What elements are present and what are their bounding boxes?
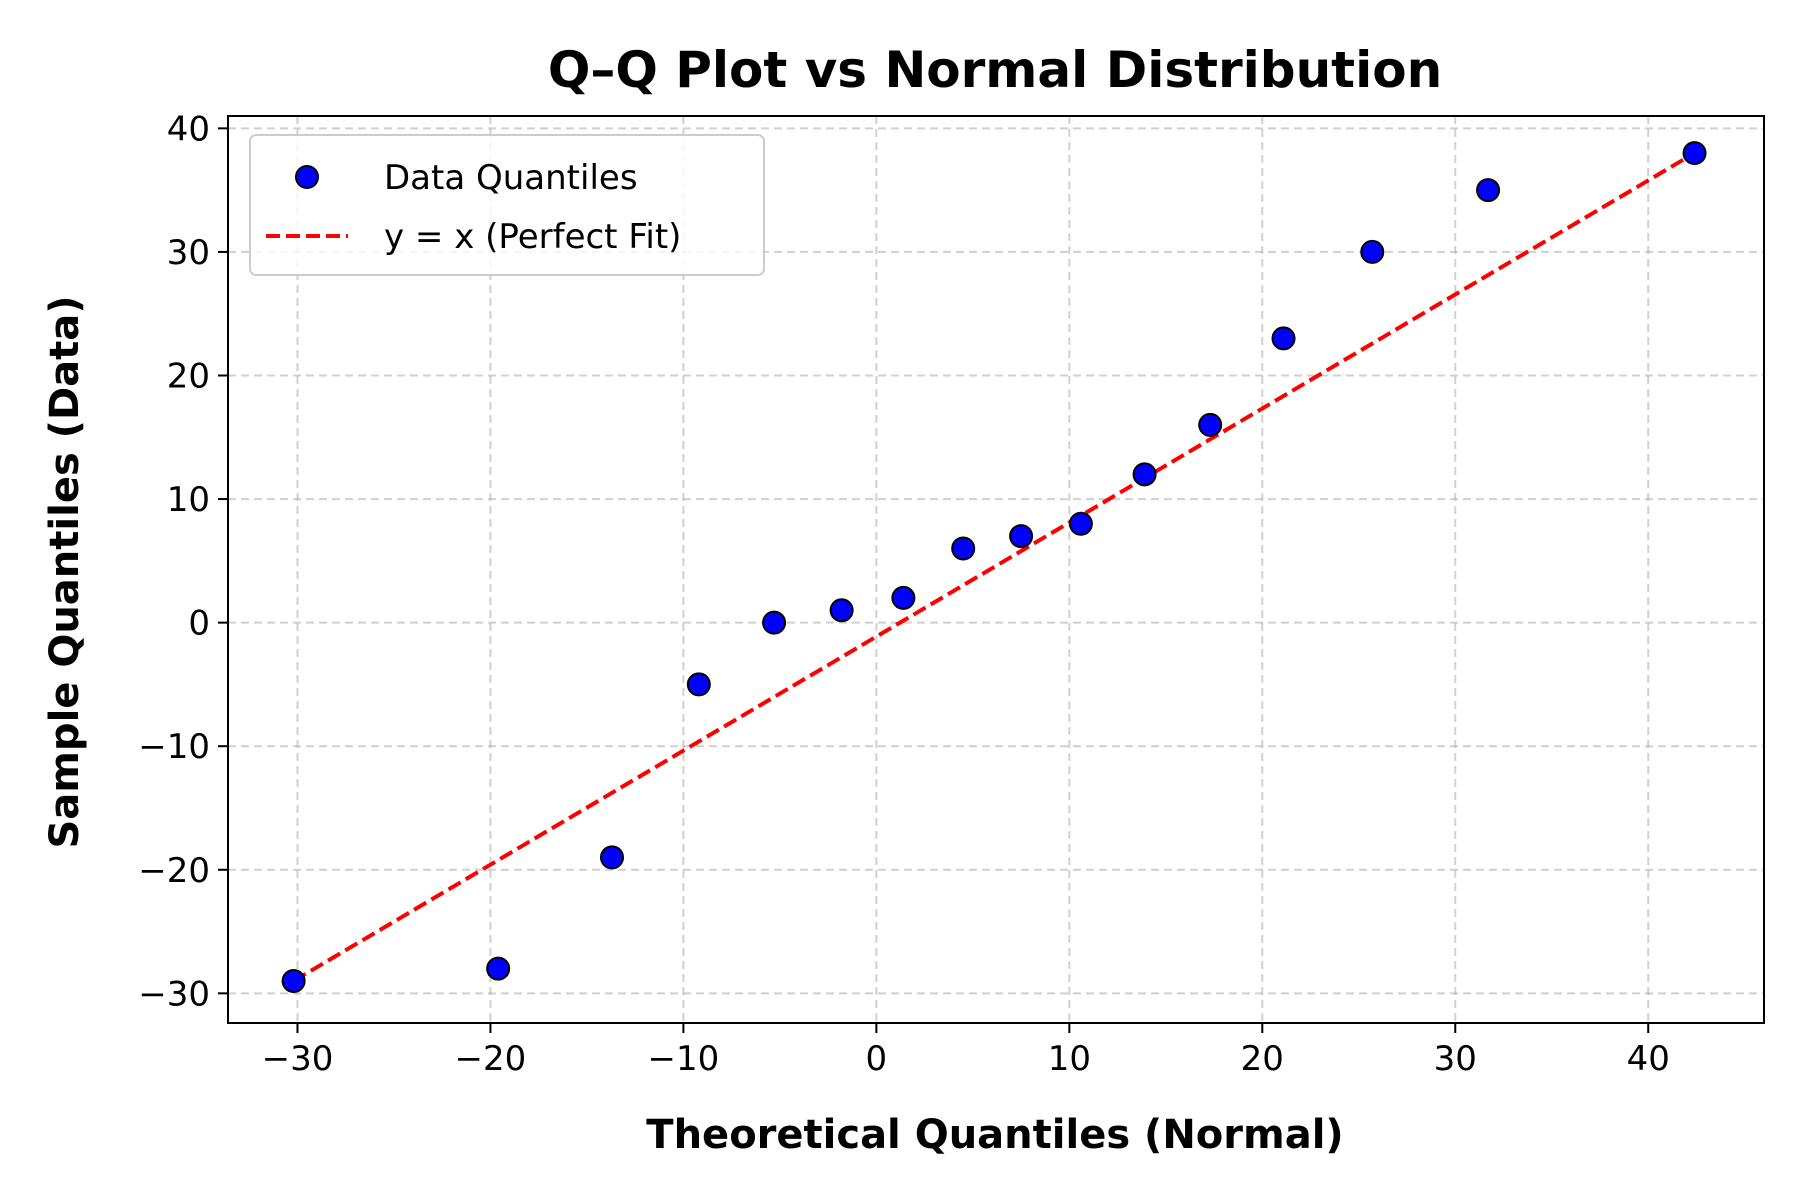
data-point — [281, 968, 306, 993]
x-tick-label: 20 — [1241, 1039, 1284, 1079]
legend-label-data-quantiles: Data Quantiles — [384, 158, 638, 198]
data-point — [1360, 239, 1385, 264]
scatter-points — [281, 141, 1707, 993]
x-axis-label: Theoretical Quantiles (Normal) — [646, 1112, 1343, 1158]
y-axis-label: Sample Quantiles (Data) — [42, 295, 88, 848]
x-tick-label: −20 — [455, 1039, 527, 1079]
y-tick-label: 0 — [188, 604, 210, 644]
data-point — [1682, 141, 1707, 166]
y-tick-label: −30 — [138, 974, 210, 1014]
x-tick-label: 30 — [1434, 1039, 1477, 1079]
data-point — [600, 845, 624, 870]
legend-label-perfect-fit: y = x (Perfect Fit) — [384, 217, 681, 257]
x-axis-ticks: −30 −20 −10 0 10 20 30 40 — [262, 1023, 1670, 1079]
x-tick-label: 40 — [1627, 1039, 1670, 1079]
data-point — [762, 610, 787, 635]
legend: Data Quantiles y = x (Perfect Fit) — [249, 134, 765, 276]
data-point — [1271, 326, 1296, 351]
y-axis-ticks: −30 −20 −10 0 10 20 30 40 — [138, 109, 228, 1014]
data-point — [1198, 412, 1223, 437]
data-point — [1009, 524, 1034, 549]
y-tick-label: −10 — [138, 727, 210, 767]
data-point — [1068, 511, 1093, 536]
plot-area-frame — [227, 115, 1765, 1024]
grid — [228, 116, 1764, 1023]
y-tick-label: 40 — [167, 109, 210, 149]
data-point — [891, 585, 916, 610]
chart-title: Q–Q Plot vs Normal Distribution — [548, 41, 1442, 99]
data-point — [829, 598, 854, 623]
reference-line-y-equals-x — [292, 151, 1696, 983]
legend-marker-data-quantiles — [295, 165, 319, 189]
x-tick-label: 10 — [1048, 1039, 1091, 1079]
y-tick-label: 30 — [167, 233, 210, 273]
x-tick-label: 0 — [866, 1039, 888, 1079]
reference-line-layer — [292, 151, 1696, 983]
data-point — [1132, 462, 1157, 487]
y-tick-label: 20 — [167, 356, 210, 396]
x-tick-label: −10 — [648, 1039, 720, 1079]
y-tick-label: −20 — [138, 851, 210, 891]
data-point — [951, 536, 976, 561]
legend-box — [249, 134, 765, 276]
data-point — [486, 956, 511, 981]
y-tick-label: 10 — [167, 480, 210, 520]
data-point — [1476, 178, 1501, 203]
x-tick-label: −30 — [262, 1039, 334, 1079]
data-point — [686, 672, 711, 697]
